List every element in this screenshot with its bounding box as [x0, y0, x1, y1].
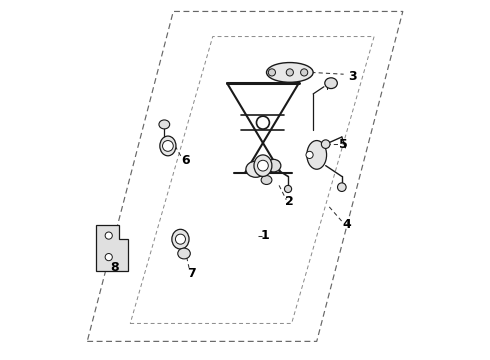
- Ellipse shape: [267, 159, 281, 172]
- Circle shape: [256, 116, 270, 129]
- Ellipse shape: [172, 229, 189, 249]
- Text: 6: 6: [181, 154, 190, 167]
- Text: 8: 8: [110, 261, 119, 274]
- Circle shape: [338, 183, 346, 192]
- Circle shape: [321, 140, 330, 148]
- Ellipse shape: [246, 161, 266, 177]
- Ellipse shape: [307, 140, 326, 169]
- Circle shape: [286, 69, 294, 76]
- Text: 3: 3: [348, 69, 357, 82]
- Text: 1: 1: [260, 229, 269, 242]
- Text: 4: 4: [343, 218, 352, 231]
- Circle shape: [175, 234, 186, 244]
- Ellipse shape: [254, 155, 272, 176]
- Circle shape: [163, 140, 173, 151]
- Text: 5: 5: [339, 138, 348, 150]
- Ellipse shape: [261, 176, 272, 184]
- Circle shape: [300, 69, 308, 76]
- Circle shape: [105, 253, 112, 261]
- Circle shape: [285, 185, 292, 193]
- Polygon shape: [96, 225, 128, 271]
- Text: 7: 7: [187, 267, 196, 280]
- Ellipse shape: [267, 63, 313, 82]
- Ellipse shape: [325, 78, 337, 89]
- Text: 2: 2: [286, 195, 294, 208]
- Circle shape: [258, 160, 269, 171]
- Circle shape: [105, 232, 112, 239]
- Ellipse shape: [160, 136, 176, 156]
- Ellipse shape: [178, 248, 190, 259]
- Circle shape: [306, 151, 313, 158]
- Circle shape: [269, 69, 275, 76]
- Ellipse shape: [159, 120, 170, 129]
